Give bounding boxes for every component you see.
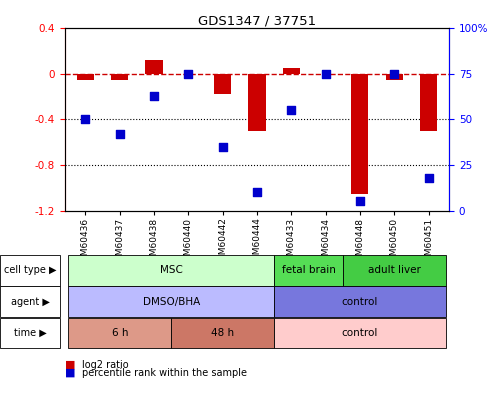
Bar [420, 74, 437, 131]
Bar [283, 68, 300, 74]
Text: 6 h: 6 h [111, 328, 128, 338]
Point [390, 70, 398, 77]
Text: agent ▶: agent ▶ [10, 296, 49, 307]
Title: GDS1347 / 37751: GDS1347 / 37751 [198, 14, 316, 27]
Text: 48 h: 48 h [211, 328, 234, 338]
Text: control: control [342, 328, 378, 338]
Bar [111, 74, 128, 80]
Text: fetal brain: fetal brain [281, 265, 335, 275]
Text: MSC: MSC [160, 265, 183, 275]
Text: ■: ■ [65, 360, 79, 370]
Bar [214, 74, 231, 94]
Text: control: control [342, 296, 378, 307]
Bar [77, 74, 94, 80]
Point [150, 92, 158, 99]
Point [425, 175, 433, 181]
Text: percentile rank within the sample: percentile rank within the sample [82, 368, 248, 378]
Point [184, 70, 192, 77]
Text: cell type ▶: cell type ▶ [3, 265, 56, 275]
Text: log2 ratio: log2 ratio [82, 360, 129, 370]
Point [116, 131, 124, 137]
Bar [386, 74, 403, 80]
Text: time ▶: time ▶ [13, 328, 46, 338]
Point [287, 107, 295, 113]
Point [253, 189, 261, 196]
Point [356, 198, 364, 205]
Text: adult liver: adult liver [368, 265, 421, 275]
Text: DMSO/BHA: DMSO/BHA [143, 296, 200, 307]
Bar [351, 74, 368, 194]
Text: ■: ■ [65, 368, 79, 378]
Bar [249, 74, 265, 131]
Bar [146, 60, 163, 74]
Point [81, 116, 89, 123]
Point [321, 70, 329, 77]
Point [219, 144, 227, 150]
